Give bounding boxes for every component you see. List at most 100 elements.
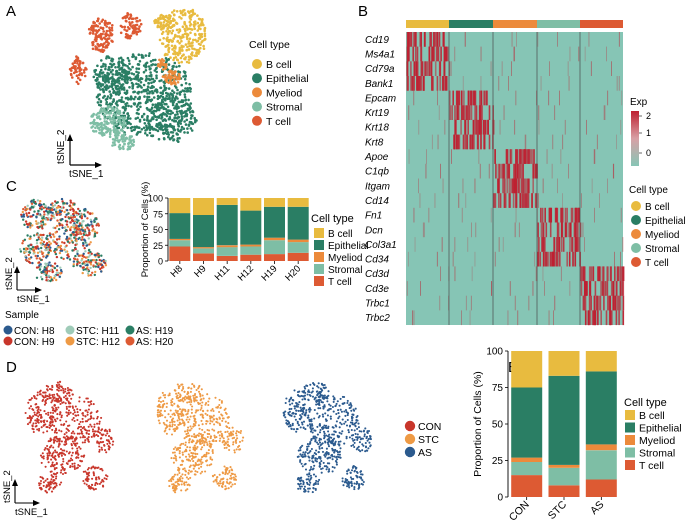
tsne-point <box>71 405 74 408</box>
tsne-point <box>46 395 49 398</box>
heatmap-cell <box>497 178 499 194</box>
heatmap-cell <box>508 178 511 194</box>
tsne-point <box>115 100 119 103</box>
tsne-point <box>42 270 45 273</box>
tsne-point <box>183 437 186 440</box>
heatmap-cell <box>509 281 511 296</box>
heatmap-cell <box>492 119 495 135</box>
heatmap-cell <box>586 281 588 296</box>
heatmap-cell <box>526 149 528 164</box>
heatmap-cell <box>473 90 475 106</box>
tsne-point <box>189 429 192 432</box>
tsne-point <box>164 86 168 90</box>
tsne-point <box>53 274 56 277</box>
heatmap-cell <box>607 295 609 311</box>
tsne-point <box>89 212 92 215</box>
tsne-point <box>171 397 174 401</box>
tsne-point <box>82 268 85 271</box>
tsne-point <box>155 124 158 128</box>
tsne-point <box>190 435 193 438</box>
tsne-point <box>162 21 166 24</box>
tsne-point <box>225 446 228 449</box>
tsne-point <box>61 472 65 476</box>
tsne-point <box>178 28 181 31</box>
heatmap-cell <box>557 251 559 267</box>
tsne-point <box>65 442 68 445</box>
tsne-point <box>162 59 166 62</box>
tsne-point <box>114 66 117 69</box>
tsne-point <box>185 48 188 52</box>
tsne-point <box>38 484 41 487</box>
tsne-point <box>85 260 88 263</box>
tsne-point <box>180 125 184 129</box>
tsne-point <box>96 95 100 98</box>
tsne-point <box>235 430 238 433</box>
tsne-point <box>83 74 87 78</box>
tsne-point <box>118 121 122 125</box>
heatmap-cell <box>535 266 537 282</box>
tsne-point <box>28 248 32 252</box>
tsne-point <box>171 48 174 51</box>
tsne-point <box>129 14 133 17</box>
tsne-point <box>31 261 34 265</box>
heatmap-cell <box>621 266 623 282</box>
heatmap-cell <box>596 310 599 326</box>
heatmap-cell <box>600 281 602 296</box>
tsne-point <box>209 456 212 459</box>
tsne-point <box>115 72 118 75</box>
tsne-point <box>45 263 49 266</box>
tsne-point <box>79 436 82 439</box>
tsne-point <box>136 108 139 112</box>
heatmap-cell <box>471 90 473 106</box>
tsne-point <box>25 214 29 217</box>
tsne-point <box>183 390 186 393</box>
heatmap-cell <box>422 76 425 91</box>
tsne-point <box>199 27 202 31</box>
tsne-point <box>172 91 176 94</box>
tsne-point <box>27 253 30 257</box>
gene-label: Cd14 <box>365 196 389 207</box>
tsne-point <box>182 385 185 389</box>
tsne-point <box>187 391 190 395</box>
tsne-point <box>46 389 49 392</box>
legend-swatch <box>252 59 262 69</box>
tsne-point <box>178 15 181 19</box>
heatmap-cell <box>466 134 468 150</box>
tsne-point <box>195 396 198 399</box>
tsne-point <box>42 431 45 434</box>
heatmap-cell <box>597 266 599 282</box>
tsne-point <box>188 469 191 472</box>
tsne-point <box>83 436 86 439</box>
tsne-point <box>30 256 33 259</box>
tsne-point <box>176 88 179 92</box>
tsne-point <box>219 424 222 427</box>
panel-c-tsne-plot <box>18 197 108 283</box>
tsne-point <box>178 64 181 68</box>
tsne-point <box>63 449 66 452</box>
bar-segment <box>216 204 238 246</box>
tsne-point <box>208 429 211 432</box>
tsne-point <box>161 405 164 408</box>
heatmap-cell <box>580 222 582 238</box>
heatmap-cell <box>578 207 580 223</box>
tsne-point <box>176 133 179 136</box>
tsne-point <box>200 465 203 468</box>
tsne-point <box>36 417 39 420</box>
heatmap-cell <box>544 237 546 252</box>
tsne-point <box>120 137 123 141</box>
tsne-point <box>71 436 74 439</box>
heatmap-cell <box>443 46 446 62</box>
heatmap-cell <box>606 266 608 282</box>
tsne-point <box>22 213 25 216</box>
exp-colorbar <box>631 111 639 166</box>
heatmap-cell <box>581 193 582 208</box>
tsne-point <box>190 129 194 132</box>
tsne-point <box>168 137 172 141</box>
heatmap-cell <box>497 163 500 179</box>
heatmap-cell <box>407 32 409 47</box>
tsne-point <box>212 409 215 413</box>
tsne-point <box>159 91 162 95</box>
tsne-point <box>64 215 67 219</box>
tsne-point <box>71 462 74 465</box>
tsne-point <box>198 384 201 387</box>
